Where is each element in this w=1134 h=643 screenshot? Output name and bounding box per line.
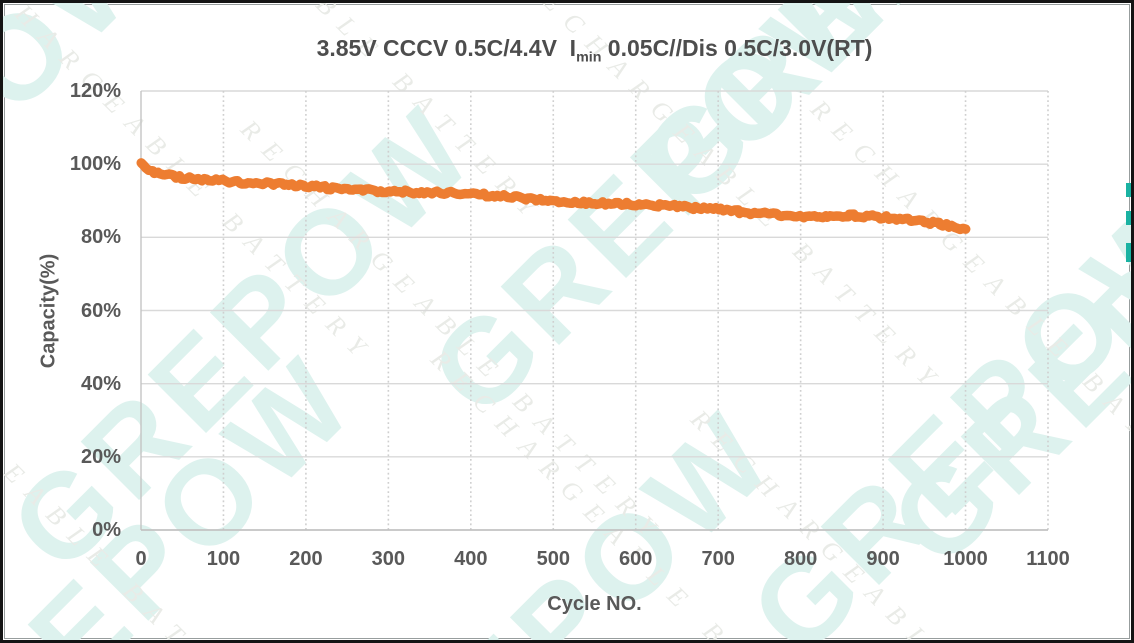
capacity-series	[136, 158, 971, 235]
edge-logo-sliver	[1126, 243, 1131, 262]
plot-svg	[136, 90, 1049, 531]
edge-logo-sliver	[1126, 211, 1131, 225]
edge-logo-sliver	[1126, 183, 1131, 197]
